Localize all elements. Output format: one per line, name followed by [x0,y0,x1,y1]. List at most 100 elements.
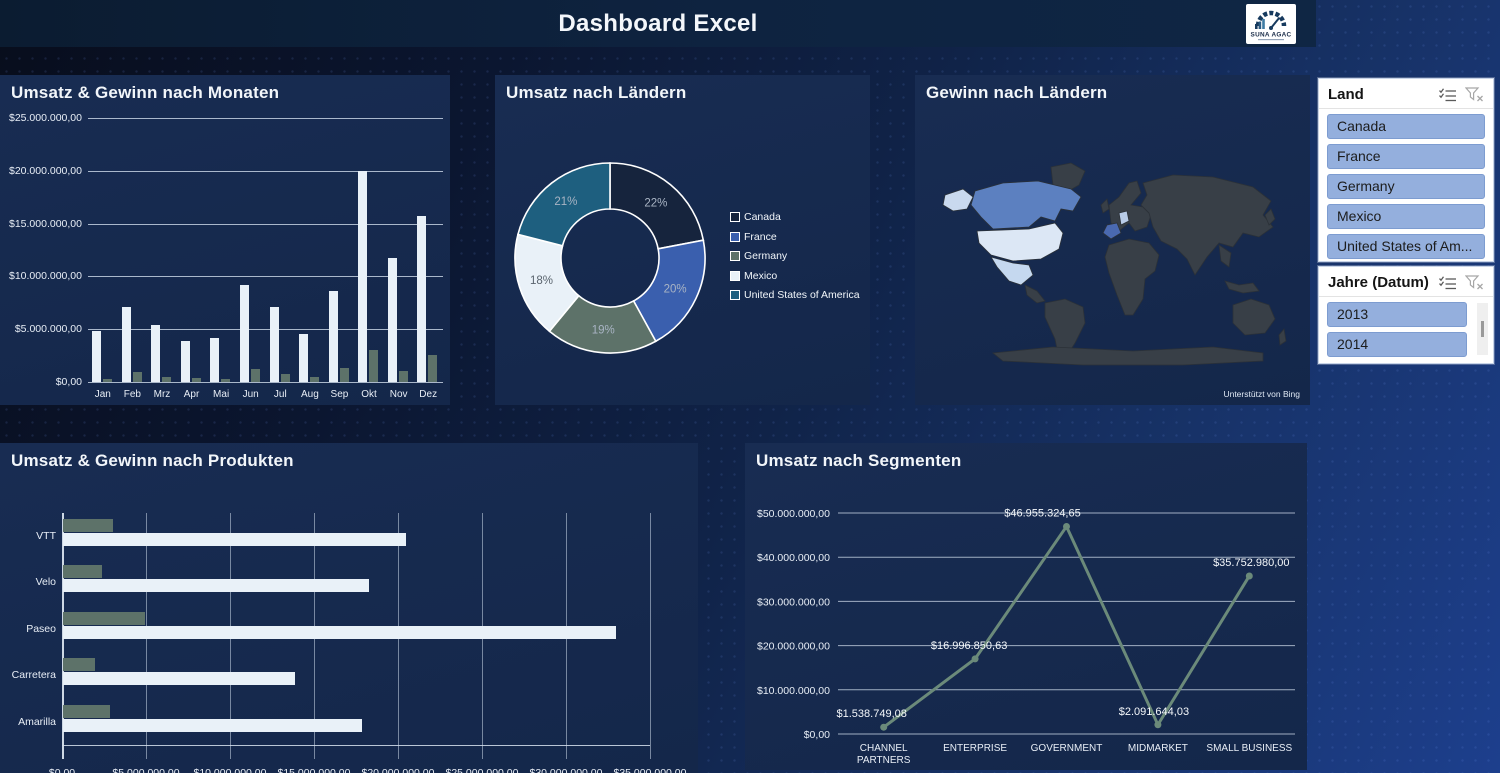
x-axis-label: Dez [419,389,438,400]
legend-item: Mexico [730,270,777,282]
logo-bar-icon [1262,19,1265,29]
x-axis-label: $5.000.000,00 [112,767,180,773]
slicer-items: 2013 2014 [1319,302,1475,357]
x-axis-label: $20.000.000,00 [361,767,435,773]
slicer-item-france[interactable]: France [1327,144,1485,169]
gridline [88,170,443,172]
gewinn-bar [398,371,408,382]
umsatz-bar [92,331,101,382]
y-axis-label: $40.000.000,00 [757,552,830,564]
map-region-central-america [1024,284,1046,304]
gewinn-bar [221,378,231,382]
legend-label: United States of America [744,289,860,302]
donut-slice-canada [609,162,705,250]
map-region-africa [1104,238,1160,316]
multiselect-icon[interactable] [1438,87,1457,102]
world-map [942,162,1287,366]
category-label: Velo [35,576,56,589]
x-axis-label: Nov [389,389,408,400]
legend-marker [730,212,740,222]
gridline [88,382,443,383]
legend-marker [730,290,740,301]
logo-text: SUNA AGAC [1251,32,1292,39]
logo-bar-icon [1255,24,1258,29]
data-point [1245,572,1253,580]
map-country-new-zealand [1278,328,1287,346]
slicer-header: Jahre (Datum) [1319,267,1493,297]
brand-logo: SUNA AGAC [1246,4,1296,44]
gewinn-bar [250,369,260,382]
clear-filter-icon[interactable] [1465,87,1484,102]
gewinn-bar [63,565,102,579]
category-label: Carretera [11,669,56,682]
clear-filter-icon[interactable] [1465,275,1484,290]
slicer-item-canada[interactable]: Canada [1327,114,1485,139]
umsatz-bar [269,307,279,382]
umsatz-bar [328,291,338,382]
data-label: $16.996.850,63 [931,640,1007,652]
axis-line [62,745,650,746]
y-axis-label: $50.000.000,00 [757,508,830,520]
x-axis-label: Mrz [153,389,171,400]
x-axis-label: $25.000.000,00 [445,767,519,773]
slicer-item-germany[interactable]: Germany [1327,174,1485,199]
umsatz-bar [417,216,427,382]
umsatz-bar [63,718,363,732]
slicer-item-united-states-of-am-[interactable]: United States of Am... [1327,234,1485,259]
x-axis-label: Aug [300,389,319,400]
umsatz-bar [387,258,397,382]
x-axis-label: $15.000.000,00 [277,767,351,773]
gewinn-bar [63,658,95,672]
legend-item: France [730,231,777,243]
map-region-asia [1140,174,1274,276]
legend-marker [730,251,740,262]
x-axis-label: $30.000.000,00 [529,767,603,773]
legend-label: Germany [744,250,788,263]
y-axis-label: $0,00 [55,376,82,388]
y-axis-label: $10.000.000,00 [757,685,830,697]
data-label: $35.752.980,00 [1213,557,1289,569]
x-axis-label: $0,00 [48,767,76,773]
slice-percent-label: 18% [530,275,553,287]
chart-title: Gewinn nach Ländern [926,83,1108,102]
map-country-japan [1264,208,1276,226]
gridline [88,329,443,331]
scrollbar-thumb[interactable] [1481,320,1484,337]
y-axis-label: $25.000.000,00 [9,112,82,124]
products-plot: $0,00 $5.000.000,00 $10.000.000,00 $15.000.… [0,443,698,773]
data-point [880,723,888,731]
slice-percent-label: 20% [664,284,687,296]
slicer-title: Jahre (Datum) [1328,274,1429,291]
x-axis-label: Jan [94,389,111,400]
gewinn-bar [191,377,201,382]
gewinn-bar [162,376,172,382]
map-country-australia [1232,298,1276,336]
x-axis-label: CHANNEL PARTNERS [857,743,911,766]
gauge-arc-icon [1255,10,1287,27]
chart-title: Umsatz & Gewinn nach Produkten [11,451,294,470]
data-label: $2.091.644,03 [1119,706,1189,718]
map-attribution: Unterstützt von Bing [1223,389,1300,399]
slicer-item-2014[interactable]: 2014 [1327,332,1467,357]
umsatz-bar [63,579,369,593]
gewinn-bar [310,377,320,382]
slice-percent-label: 21% [554,196,577,208]
x-axis-label: Mai [213,389,230,400]
gridline [650,513,651,759]
y-axis-label: $0,00 [804,729,830,741]
umsatz-bar [121,307,131,382]
slicer-item-mexico[interactable]: Mexico [1327,204,1485,229]
x-axis-label: Feb [123,389,141,400]
x-axis-label: Okt [361,389,377,400]
x-axis-label: SMALL BUSINESS [1206,743,1292,754]
slicer-scrollbar[interactable] [1477,303,1488,355]
x-axis-label: MIDMARKET [1128,743,1188,754]
slicer-header: Land [1319,79,1493,109]
panel-monthly-chart: Umsatz & Gewinn nach Monaten $25.000.000… [0,75,450,405]
panel-segment-chart: Umsatz nach Segmenten $0,00 $10.000.000,0… [745,443,1307,770]
donut-slice-united-states-of-america [517,162,611,247]
multiselect-icon[interactable] [1438,275,1457,290]
gauge-needle-icon [1270,16,1281,29]
slicer-item-2013[interactable]: 2013 [1327,302,1467,327]
